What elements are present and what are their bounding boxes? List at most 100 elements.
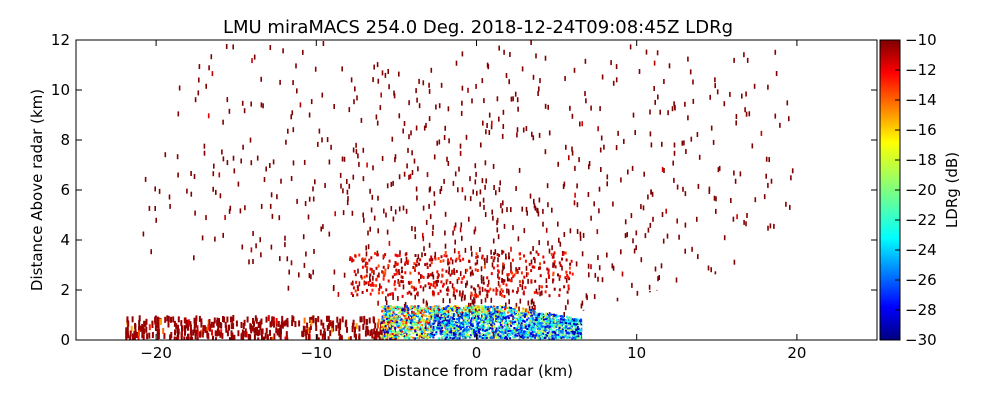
colorbar-tick-label: −26 (905, 271, 937, 289)
ldr-speck (570, 330, 573, 333)
ldr-speck (572, 336, 575, 339)
ldr-speck (514, 333, 517, 336)
ldr-speck (213, 163, 215, 169)
ldr-speck (241, 329, 244, 336)
ldr-speck (352, 147, 355, 153)
ldr-speck (469, 307, 471, 313)
ldr-speck (521, 280, 524, 284)
ldr-speck (518, 334, 521, 337)
ldr-speck (486, 276, 489, 280)
ldr-speck (657, 94, 659, 100)
ldr-speck (504, 335, 507, 338)
ldr-speck (493, 320, 496, 323)
ldr-speck (226, 316, 229, 323)
ldr-speck (260, 318, 263, 325)
ldr-speck (519, 331, 522, 334)
ldr-speck (432, 292, 435, 296)
ldr-speck (516, 323, 519, 326)
ldr-speck (373, 317, 375, 324)
ldr-speck (429, 258, 432, 262)
ldr-speck (443, 308, 446, 310)
ldr-speck (486, 319, 489, 322)
ldr-speck (327, 336, 330, 340)
ldr-speck (431, 258, 434, 262)
ldr-speck (496, 320, 499, 323)
ldr-speck (524, 259, 527, 263)
ldr-speck (545, 312, 547, 315)
ldr-speck (242, 323, 245, 329)
ldr-speck (390, 332, 393, 335)
ldr-speck (397, 324, 400, 327)
ldr-speck (561, 315, 563, 318)
ldr-speck (491, 327, 494, 330)
ldr-speck (427, 319, 430, 322)
ldr-speck (406, 317, 409, 320)
ldr-speck (287, 285, 290, 291)
ldr-speck (471, 323, 474, 325)
ldr-speck (445, 331, 448, 334)
ldr-speck (363, 315, 366, 322)
ldr-speck (517, 106, 519, 112)
ldr-speck (497, 331, 499, 334)
ldr-speck (356, 95, 358, 101)
ldr-speck (461, 85, 464, 91)
ldr-speck (387, 318, 390, 321)
ldr-speck (360, 316, 363, 323)
ldr-speck (355, 333, 357, 340)
ldr-speck (632, 112, 635, 118)
ldr-speck (381, 305, 384, 308)
ldr-speck (601, 277, 604, 283)
ldr-speck (531, 335, 534, 338)
ldr-speck (489, 311, 492, 314)
ldr-speck (373, 269, 375, 275)
ldr-speck (298, 272, 300, 278)
ldr-speck (413, 321, 416, 324)
ldr-speck (460, 313, 463, 316)
ldr-speck (218, 172, 221, 178)
ldr-speck (384, 268, 387, 272)
ldr-speck (500, 292, 502, 296)
ldr-speck (552, 278, 555, 282)
ldr-speck (430, 255, 433, 259)
ldr-speck (557, 273, 559, 277)
ldr-speck (744, 107, 746, 113)
ldr-speck (573, 322, 576, 325)
ldr-speck (563, 335, 566, 338)
ldr-speck (733, 170, 735, 176)
ldr-speck (506, 276, 509, 282)
ldr-speck (164, 152, 167, 158)
ldr-speck (447, 305, 450, 307)
ldr-speck (363, 275, 366, 279)
ldr-speck (408, 313, 410, 316)
ldr-speck (133, 337, 136, 340)
ldr-speck (426, 275, 429, 279)
ldr-speck (532, 246, 534, 251)
colorbar-tick-label: −14 (905, 91, 937, 109)
ldr-speck (389, 335, 392, 338)
ldr-speck (327, 315, 330, 322)
ldr-speck (183, 336, 186, 340)
ldr-speck (427, 325, 430, 328)
ldr-speck (492, 307, 495, 310)
ldr-speck (483, 312, 486, 315)
colorbar-ticks: −30−28−26−24−22−20−18−16−14−12−10 (895, 31, 937, 349)
ldr-speck (682, 186, 684, 192)
ldr-speck (657, 276, 659, 282)
ldr-speck (751, 143, 754, 149)
ldr-speck (172, 316, 175, 323)
ldr-speck (452, 332, 455, 335)
ldr-speck (532, 318, 534, 321)
ldr-speck (416, 331, 418, 334)
ldr-speck (399, 322, 402, 325)
ldr-speck (513, 327, 516, 329)
ldr-speck (471, 321, 474, 324)
ldr-speck (553, 319, 556, 322)
ldr-speck (675, 277, 678, 283)
ldr-speck (473, 313, 476, 316)
ldr-speck (538, 86, 540, 92)
ldr-speck (520, 329, 523, 332)
ldr-speck (529, 251, 532, 255)
ldr-speck (232, 155, 235, 161)
ldr-speck (506, 331, 509, 334)
ldr-speck (542, 327, 545, 330)
